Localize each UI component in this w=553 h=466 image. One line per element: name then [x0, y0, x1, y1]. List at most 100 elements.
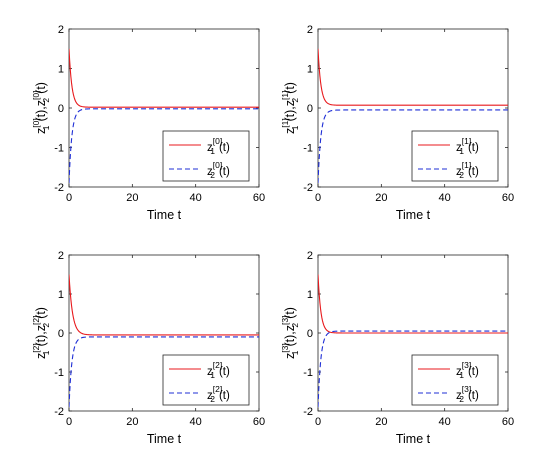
y-tick-label: 1	[58, 289, 64, 301]
legend-tail: (t)	[468, 366, 479, 378]
legend-label-2: z[0] 2 (t)	[207, 160, 230, 180]
x-tick-label: 40	[439, 416, 451, 428]
x-tick-label: 40	[439, 192, 451, 204]
x-tick-label: 60	[502, 192, 514, 204]
legend-tail: (t)	[468, 390, 479, 402]
legend-sub: 1	[459, 370, 464, 380]
y-label-tail: (t)	[34, 307, 48, 319]
legend-label-1: z[2] 1 (t)	[207, 360, 230, 380]
y-tick-label: 2	[58, 250, 64, 262]
series-line-2	[69, 336, 259, 408]
x-axis-label: Time t	[396, 432, 431, 446]
legend-sup: [3]	[462, 360, 471, 370]
x-axis-label: Time t	[147, 432, 182, 446]
legend-sub: 1	[459, 146, 464, 156]
y-label-tail: (t)	[283, 307, 297, 319]
y-axis-label: z[1]1(t),z[1]2(t)	[280, 82, 300, 134]
y-label-base: z	[283, 353, 297, 359]
y-tick-label: 0	[58, 328, 64, 340]
y-label-sub: 2	[41, 98, 51, 103]
x-tick-label: 40	[190, 416, 202, 428]
y-label-base: z	[34, 100, 48, 106]
y-label-sep: (t),	[283, 106, 297, 121]
x-tick-label: 0	[315, 192, 321, 204]
y-tick-label: 0	[307, 328, 313, 340]
y-label-sub: 2	[290, 98, 300, 103]
legend-label-1: z[1] 1 (t)	[456, 136, 479, 156]
legend-tail: (t)	[468, 142, 479, 154]
series-line-1	[318, 48, 508, 106]
x-axis-label: Time t	[147, 208, 182, 222]
legend-tail: (t)	[468, 166, 479, 178]
series-line-1	[69, 274, 259, 336]
x-axis-label: Time t	[396, 208, 431, 222]
legend-sup: [2]	[213, 360, 222, 370]
legend-sup: [0]	[213, 160, 222, 170]
y-label-sep: (t),	[34, 106, 48, 121]
x-tick-label: 20	[375, 416, 387, 428]
legend-base: z	[207, 366, 213, 378]
legend-box	[162, 354, 250, 406]
x-tick-label: 0	[66, 192, 72, 204]
y-tick-label: -2	[303, 182, 313, 194]
y-label-sup: [0]	[31, 91, 41, 100]
legend-box	[162, 130, 250, 182]
legend-sub: 2	[459, 394, 464, 404]
x-tick-label: 0	[66, 416, 72, 428]
y-label-sep: (t),	[283, 331, 297, 346]
legend-sup: [1]	[462, 136, 471, 146]
legend-label-2: z[2] 2 (t)	[207, 384, 230, 404]
x-tick-label: 20	[126, 416, 138, 428]
y-tick-label: 1	[307, 289, 313, 301]
x-tick-label: 0	[315, 416, 321, 428]
legend-sup: [1]	[462, 160, 471, 170]
y-label-base: z	[283, 128, 297, 134]
y-tick-label: 2	[307, 24, 313, 36]
y-label-sup: [3]	[280, 316, 290, 325]
y-label-sup: [0]	[31, 118, 41, 127]
y-axis-label: z[0]1(t),z[0]2(t)	[31, 82, 51, 134]
legend-label-2: z[1] 2 (t)	[456, 160, 479, 180]
legend-tail: (t)	[219, 166, 230, 178]
series-line-2	[318, 330, 508, 408]
legend-sub: 1	[210, 146, 215, 156]
legend-sub: 2	[210, 170, 215, 180]
y-label-base: z	[283, 100, 297, 106]
x-tick-label: 20	[126, 192, 138, 204]
y-tick-label: -2	[54, 406, 64, 418]
y-label-tail: (t)	[283, 82, 297, 94]
legend-tail: (t)	[219, 142, 230, 154]
legend-base: z	[456, 390, 462, 402]
y-label-sup: [3]	[280, 343, 290, 352]
y-tick-label: 1	[307, 64, 313, 76]
legend-box	[411, 130, 499, 182]
y-axis-label: z[2]1(t),z[2]2(t)	[31, 307, 51, 359]
y-label-sub: 1	[290, 125, 300, 130]
y-label-sub: 1	[290, 350, 300, 355]
x-tick-label: 60	[253, 192, 265, 204]
y-label-sub: 2	[41, 323, 51, 328]
y-tick-label: 0	[307, 103, 313, 115]
x-tick-label: 40	[190, 192, 202, 204]
y-tick-label: 2	[58, 24, 64, 36]
y-tick-label: -2	[303, 406, 313, 418]
legend-base: z	[456, 142, 462, 154]
legend-base: z	[456, 366, 462, 378]
legend-sup: [3]	[462, 384, 471, 394]
legend-sup: [2]	[213, 384, 222, 394]
legend-sub: 1	[210, 370, 215, 380]
x-tick-label: 60	[502, 416, 514, 428]
x-tick-label: 20	[375, 192, 387, 204]
y-label-sub: 2	[290, 323, 300, 328]
y-label-base: z	[34, 353, 48, 359]
y-label-sup: [1]	[280, 91, 290, 100]
legend-base: z	[207, 166, 213, 178]
legend-sup: [0]	[213, 136, 222, 146]
y-tick-label: 2	[307, 250, 313, 262]
y-tick-label: -1	[54, 367, 64, 379]
y-tick-label: -1	[54, 143, 64, 155]
y-tick-label: -1	[303, 143, 313, 155]
